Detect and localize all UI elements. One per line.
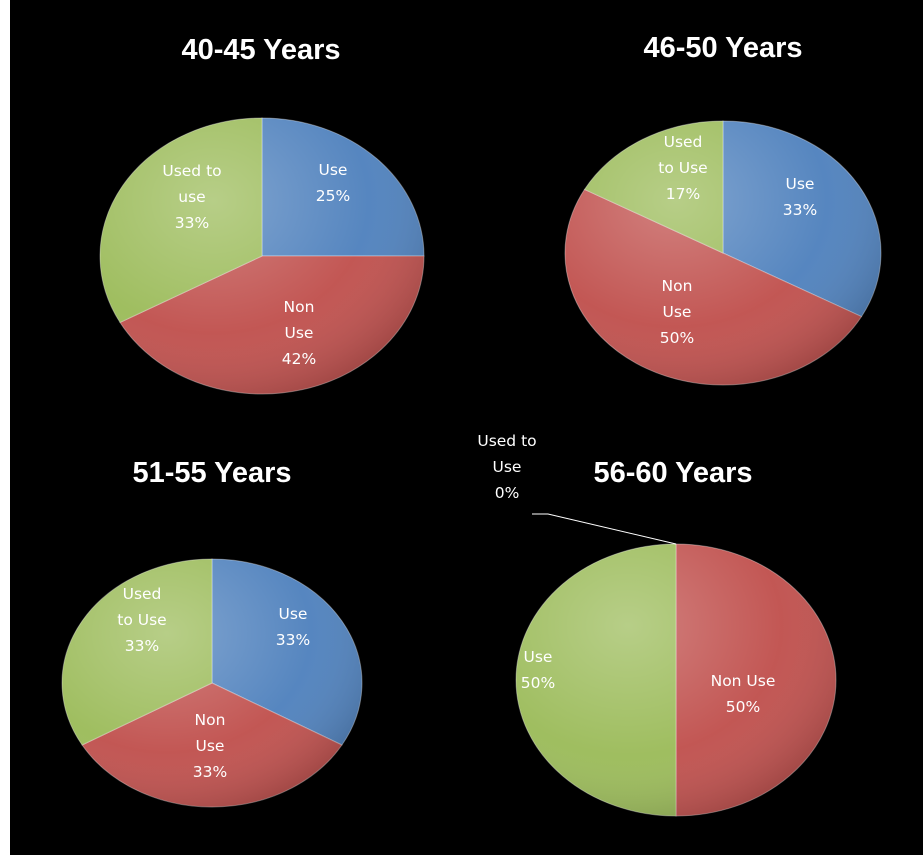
slice-label-line: Used to [477, 432, 536, 450]
slice-label-line: 33% [125, 637, 159, 655]
slice-label: Use 50% [521, 648, 555, 692]
slice-label-line: Non [195, 711, 226, 729]
slice-label-line: Non [662, 277, 693, 295]
slice-label-line: Use [285, 324, 314, 342]
slice-label-line: to Use [658, 159, 707, 177]
slice-label-line: Use [663, 303, 692, 321]
chart-title: 40-45 Years [181, 34, 340, 66]
slice-label-line: Use [196, 737, 225, 755]
slice-label: Non Use 33% [193, 711, 227, 781]
slice-label-line: 33% [783, 201, 817, 219]
slice-label-line: 50% [660, 329, 694, 347]
slice-label: Used to Use 0% [477, 432, 536, 502]
slice-label-line: Non [284, 298, 315, 316]
slice-label-line: use [178, 188, 205, 206]
slice-label: Use 33% [276, 605, 310, 649]
chart-title: 51-55 Years [132, 457, 291, 489]
slice-label-line: Use [279, 605, 308, 623]
slice-label-line: Use [319, 161, 348, 179]
slice-label-line: 0% [495, 484, 520, 502]
slice-label: Non Use 50% [711, 672, 776, 716]
pie-chart-1: 40-45 Years Use 25% Non Use 42% Used to use 33% [99, 34, 425, 395]
leader-line [532, 513, 677, 545]
slice-label-line: 33% [276, 631, 310, 649]
slice-label: Non Use 50% [660, 277, 694, 347]
slice-label: Non Use 42% [282, 298, 316, 368]
slice-label: Used to Use 17% [658, 133, 707, 203]
slice-label-line: 33% [175, 214, 209, 232]
slice-label-line: Use [786, 175, 815, 193]
slice-label-line: 17% [666, 185, 700, 203]
slice-label-line: 50% [521, 674, 555, 692]
slice-label-line: Used [123, 585, 162, 603]
slice-label: Used to Use 33% [117, 585, 166, 655]
slice-label-line: Use [524, 648, 553, 666]
pie-chart-2: 46-50 Years Use 33% Non Use 50% Used to Use 17% [564, 32, 882, 386]
slice-label: Use 33% [783, 175, 817, 219]
slice-label-line: 33% [193, 763, 227, 781]
slice-label-line: 50% [726, 698, 760, 716]
chart-title: 56-60 Years [593, 457, 752, 489]
slice-label-line: Use [493, 458, 522, 476]
slice-label-line: 25% [316, 187, 350, 205]
chart-title: 46-50 Years [643, 32, 802, 64]
slice-label: Use 25% [316, 161, 350, 205]
pie-chart-3: 51-55 Years Use 33% Non Use 33% Used to Use 33% [61, 457, 363, 808]
slice-label-line: Used to [162, 162, 221, 180]
slice-label-line: 42% [282, 350, 316, 368]
slice-label-line: to Use [117, 611, 166, 629]
pie-chart-4: 56-60 Years Non Use 50% Used to Use 0% Use 50% [477, 432, 837, 817]
slice-label: Used to use 33% [162, 162, 221, 232]
slice-label-line: Non Use [711, 672, 776, 690]
slice-label-line: Used [664, 133, 703, 151]
chart-canvas: 40-45 Years Use 25% Non Use 42% Used to use 33% 4… [10, 0, 923, 855]
